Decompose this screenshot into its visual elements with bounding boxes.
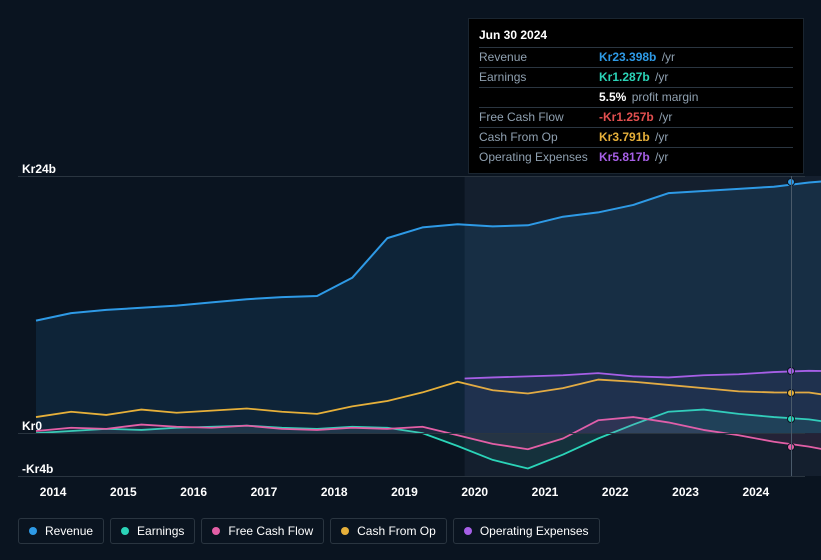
tooltip-row-unit: /yr [652,130,669,144]
x-axis-label: 2023 [672,485,699,499]
tooltip-row-value: Kr3.791b [599,130,650,144]
x-axis-label: 2017 [251,485,278,499]
tooltip-row: RevenueKr23.398b /yr [479,47,793,67]
legend-item-revenue[interactable]: Revenue [18,518,104,544]
y-axis-label: Kr0 [22,419,42,433]
x-axis-label: 2022 [602,485,629,499]
tooltip-row: Cash From OpKr3.791b /yr [479,127,793,147]
tooltip-row-value: -Kr1.257b [599,110,654,124]
tooltip-row: 5.5% profit margin [479,87,793,107]
gridline [18,476,805,477]
legend-item-fcf[interactable]: Free Cash Flow [201,518,324,544]
tooltip-row-unit: /yr [652,150,669,164]
tooltip-row-value: Kr1.287b [599,70,650,84]
legend-label: Free Cash Flow [228,524,313,538]
tooltip-row: Free Cash Flow-Kr1.257b /yr [479,107,793,127]
x-axis-label: 2021 [532,485,559,499]
legend-dot [341,527,349,535]
tooltip-row-value: 5.5% [599,90,626,104]
tooltip-row-label: Revenue [479,50,599,65]
tooltip-date: Jun 30 2024 [479,25,793,47]
tooltip-row-unit: profit margin [628,90,698,104]
tooltip-row-label: Free Cash Flow [479,110,599,125]
tooltip-row-unit: /yr [656,110,673,124]
legend-label: Cash From Op [357,524,436,538]
legend-label: Earnings [137,524,184,538]
legend-label: Revenue [45,524,93,538]
tooltip-row-label [479,90,599,105]
x-axis-label: 2024 [742,485,769,499]
tooltip-row-label: Operating Expenses [479,150,599,165]
gridline [18,433,805,434]
tooltip-row-label: Earnings [479,70,599,85]
legend-item-earnings[interactable]: Earnings [110,518,195,544]
x-axis-label: 2016 [180,485,207,499]
x-axis-label: 2020 [461,485,488,499]
y-axis-label: Kr24b [22,162,56,176]
tooltip-row-unit: /yr [658,50,675,64]
x-axis-label: 2019 [391,485,418,499]
tooltip-row-value: Kr23.398b [599,50,656,64]
chart-legend: Revenue Earnings Free Cash Flow Cash From O… [18,518,600,544]
y-axis-label: -Kr4b [22,462,53,476]
legend-item-cashop[interactable]: Cash From Op [330,518,447,544]
legend-dot [121,527,129,535]
legend-item-opex[interactable]: Operating Expenses [453,518,600,544]
legend-label: Operating Expenses [480,524,589,538]
x-axis-label: 2014 [40,485,67,499]
tooltip-row-label: Cash From Op [479,130,599,145]
gridline [18,176,805,177]
legend-dot [464,527,472,535]
legend-dot [29,527,37,535]
chart-tooltip: Jun 30 2024 RevenueKr23.398b /yrEarnings… [468,18,804,174]
tooltip-row: Operating ExpensesKr5.817b /yr [479,147,793,167]
x-axis-label: 2018 [321,485,348,499]
x-axis-label: 2015 [110,485,137,499]
tooltip-row: EarningsKr1.287b /yr [479,67,793,87]
tooltip-row-unit: /yr [652,70,669,84]
hover-line [791,176,792,476]
legend-dot [212,527,220,535]
tooltip-row-value: Kr5.817b [599,150,650,164]
